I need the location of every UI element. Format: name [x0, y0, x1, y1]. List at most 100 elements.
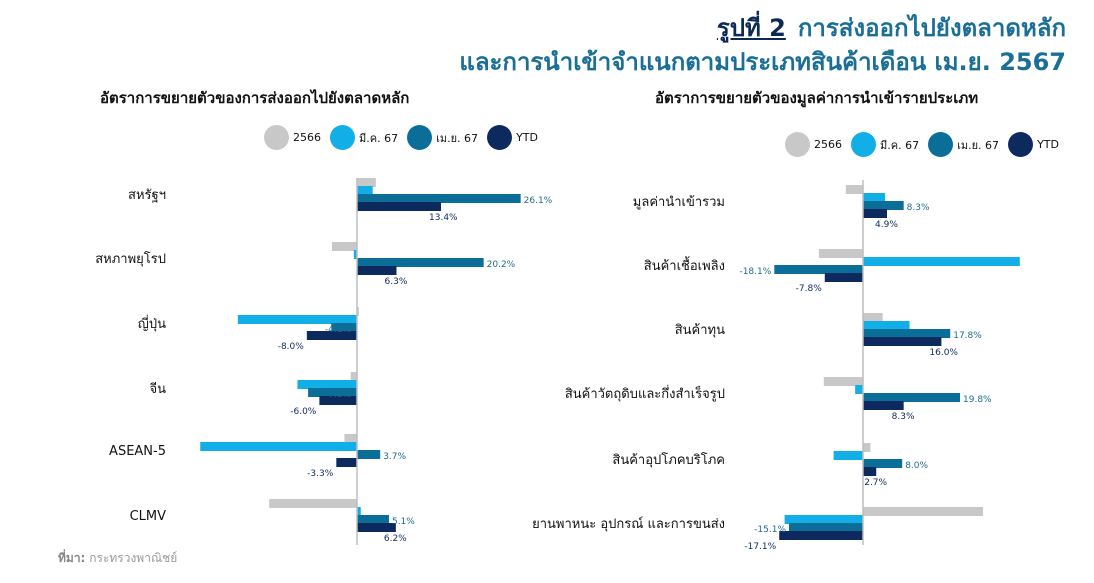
data-label: -7.8% [796, 284, 823, 294]
figure-label: รูปที่ 2 [716, 14, 786, 42]
bar-import-s1-1 [863, 257, 1020, 266]
bar-import-s3-4 [863, 467, 877, 476]
legend-label: 2566 [293, 131, 321, 144]
data-label: 6.3% [385, 277, 408, 287]
category-label: สินค้าอุปโภคบริโภค [612, 452, 725, 468]
data-label: -6.0% [290, 407, 317, 417]
data-label: 17.8% [953, 331, 982, 341]
bar-export-s3-4 [336, 458, 357, 467]
bar-import-s0-1 [818, 249, 863, 258]
legend-label: มี.ค. 67 [880, 138, 920, 152]
bar-export-s2-2 [331, 323, 357, 332]
legend-label: เม.ย. 67 [436, 131, 479, 145]
category-label: จีน [149, 381, 166, 397]
legend-label: 2566 [814, 138, 842, 151]
legend-item-2566: 2566 [785, 132, 842, 157]
bar-export-s1-3 [297, 380, 357, 389]
data-label: 20.2% [487, 260, 516, 270]
data-label: -18.1% [739, 267, 771, 277]
category-label: ญี่ปุ่น [138, 315, 166, 332]
legend-swatch [264, 125, 289, 150]
bar-import-s0-5 [863, 507, 984, 516]
legend-swatch [785, 132, 810, 157]
bar-import-s1-0 [863, 193, 886, 202]
category-label: สหภาพยุโรป [95, 251, 166, 267]
legend-label: เม.ย. 67 [957, 138, 1000, 152]
data-label: -7.8% [325, 390, 352, 400]
bar-import-s2-5 [789, 523, 863, 532]
bar-export-s0-2 [357, 307, 359, 316]
bar-import-s2-4 [863, 459, 903, 468]
bar-import-s3-0 [863, 209, 888, 218]
bar-import-s3-1 [824, 273, 863, 282]
bar-export-s3-5 [357, 523, 396, 532]
bar-export-s0-4 [344, 434, 357, 443]
data-label: -8.0% [278, 342, 305, 352]
source-label: ที่มา: [58, 551, 86, 565]
bar-export-s1-2 [237, 315, 357, 324]
bar-export-s1-1 [353, 250, 357, 259]
bar-export-s3-3 [319, 396, 357, 405]
import-chart-title: อัตราการขยายตัวของมูลค่าการนำเข้ารายประเ… [655, 89, 979, 107]
data-label: -15.1% [754, 525, 786, 535]
data-label: 8.3% [892, 412, 915, 422]
category-label: สหรัฐฯ [128, 188, 166, 203]
bar-import-s1-4 [833, 451, 863, 460]
category-label: ASEAN-5 [109, 444, 166, 459]
figure-title-text: การส่งออกไปยังตลาดหลัก [797, 14, 1066, 42]
legend-item-apr-67: เม.ย. 67 [928, 132, 999, 157]
data-label: -4.1% [325, 325, 352, 335]
legend-swatch [330, 125, 355, 150]
legend-label: YTD [1037, 138, 1059, 151]
bar-import-s2-3 [863, 393, 961, 402]
legend-swatch [928, 132, 954, 157]
data-label: 16.0% [929, 348, 958, 358]
category-label: สินค้าทุน [675, 323, 725, 338]
data-label: 6.2% [384, 534, 407, 544]
category-label: CLMV [130, 509, 167, 524]
bar-export-s1-5 [357, 507, 361, 516]
legend-item-mar-67: มี.ค. 67 [851, 132, 919, 157]
bar-import-s0-4 [863, 443, 871, 452]
bar-export-s2-0 [357, 194, 521, 203]
legend-swatch [487, 125, 513, 150]
bar-export-s0-1 [331, 242, 357, 251]
category-label: สินค้าวัตถุดิบและกึ่งสำเร็จรูป [565, 384, 725, 402]
bar-export-s0-0 [357, 178, 376, 187]
data-label: -3.3% [307, 469, 334, 479]
bar-export-s2-1 [357, 258, 484, 267]
bar-export-s3-2 [306, 331, 357, 340]
bar-import-s3-5 [779, 531, 863, 540]
export-chart-title: อัตราการขยายตัวของการส่งออกไปยังตลาดหลัก [100, 89, 410, 107]
legend-label: YTD [516, 131, 538, 144]
data-label: 13.4% [429, 213, 458, 223]
bar-export-s1-4 [200, 442, 357, 451]
legend-item-ytd: YTD [487, 125, 538, 150]
legend-item-ytd: YTD [1008, 132, 1059, 157]
bar-export-s0-5 [269, 499, 357, 508]
bar-export-s1-0 [357, 186, 373, 195]
figure-title-line-1: รูปที่ 2 การส่งออกไปยังตลาดหลัก [717, 8, 1066, 47]
data-label: 19.8% [963, 395, 992, 405]
figure-title-line-2: และการนำเข้าจำแนกตามประเภทสินค้าเดือน เม… [459, 48, 1066, 76]
data-label: 5.1% [392, 517, 415, 527]
import-legend: 2566 มี.ค. 67 เม.ย. 67 YTD [785, 132, 1068, 157]
bar-export-s2-3 [308, 388, 357, 397]
bar-import-s0-3 [823, 377, 863, 386]
data-label: 26.1% [524, 196, 553, 206]
bar-export-s0-3 [350, 372, 357, 381]
legend-item-apr-67: เม.ย. 67 [407, 125, 478, 150]
data-label: 8.0% [905, 461, 928, 471]
data-label: 4.9% [875, 220, 898, 230]
legend-swatch [851, 132, 876, 157]
bar-import-s3-3 [863, 401, 904, 410]
bar-import-s0-2 [863, 313, 883, 322]
legend-item-2566: 2566 [264, 125, 321, 150]
legend-label: มี.ค. 67 [359, 131, 399, 145]
bar-import-s3-2 [863, 337, 942, 346]
bar-export-s2-5 [357, 515, 389, 524]
data-label: 3.7% [383, 452, 406, 462]
source-note: ที่มา: กระทรวงพาณิชย์ [58, 549, 177, 568]
export-legend: 2566 มี.ค. 67 เม.ย. 67 YTD [264, 125, 547, 150]
